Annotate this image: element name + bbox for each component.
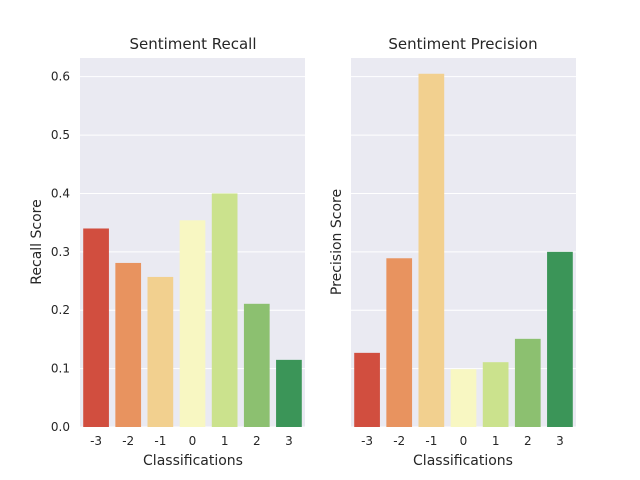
- precision-chart-title: Sentiment Precision: [388, 35, 537, 53]
- recall-bars: [83, 193, 302, 427]
- x-tick-label: -3: [361, 434, 373, 448]
- recall-chart-title: Sentiment Recall: [129, 35, 256, 53]
- recall-y-tick-labels: 0.0 0.1 0.2 0.3 0.4 0.5 0.6: [51, 70, 70, 434]
- x-tick-label: 3: [556, 434, 564, 448]
- x-tick-label: -1: [425, 434, 437, 448]
- y-tick-label: 0.5: [51, 128, 70, 142]
- y-tick-label: 0.2: [51, 303, 70, 317]
- x-tick-label: 1: [221, 434, 229, 448]
- x-tick-label: -1: [154, 434, 166, 448]
- y-tick-label: 0.4: [51, 186, 70, 200]
- y-tick-label: 0.6: [51, 70, 70, 84]
- x-tick-label: 2: [524, 434, 532, 448]
- bar--2: [386, 258, 413, 427]
- bar-1: [211, 193, 238, 427]
- recall-panel: -3 -2 -1 0 1 2 3 0.0 0.1 0.2 0.3 0.4 0.5 0.6 Sentime…: [29, 35, 305, 469]
- bar--1: [147, 276, 174, 427]
- x-tick-label: 3: [285, 434, 293, 448]
- x-tick-label: 0: [460, 434, 468, 448]
- x-tick-label: 2: [253, 434, 261, 448]
- x-tick-label: 0: [189, 434, 197, 448]
- y-tick-label: 0.3: [51, 245, 70, 259]
- bar--1: [418, 73, 445, 427]
- bar-2: [243, 303, 270, 427]
- precision-panel: -3 -2 -1 0 1 2 3 Sentiment Precision Classific…: [329, 35, 576, 469]
- y-tick-label: 0.0: [51, 420, 70, 434]
- bar-0: [179, 220, 206, 427]
- precision-bars: [354, 73, 573, 427]
- bar--2: [115, 262, 142, 427]
- recall-x-axis-label: Classifications: [143, 453, 243, 469]
- bar--3: [354, 352, 380, 427]
- x-tick-label: 1: [492, 434, 500, 448]
- x-tick-label: -2: [393, 434, 405, 448]
- bar-0: [450, 369, 477, 427]
- bar-3: [547, 251, 573, 427]
- y-tick-label: 0.1: [51, 362, 70, 376]
- precision-x-tick-labels: -3 -2 -1 0 1 2 3: [361, 434, 564, 448]
- bar-1: [482, 362, 509, 427]
- precision-x-axis-label: Classifications: [413, 453, 513, 469]
- x-tick-label: -3: [90, 434, 102, 448]
- precision-y-axis-label: Precision Score: [329, 189, 345, 295]
- recall-y-axis-label: Recall Score: [29, 199, 45, 284]
- bar--3: [83, 228, 109, 427]
- recall-x-tick-labels: -3 -2 -1 0 1 2 3: [90, 434, 293, 448]
- bar-3: [276, 359, 302, 427]
- bar-2: [514, 338, 541, 427]
- x-tick-label: -2: [122, 434, 134, 448]
